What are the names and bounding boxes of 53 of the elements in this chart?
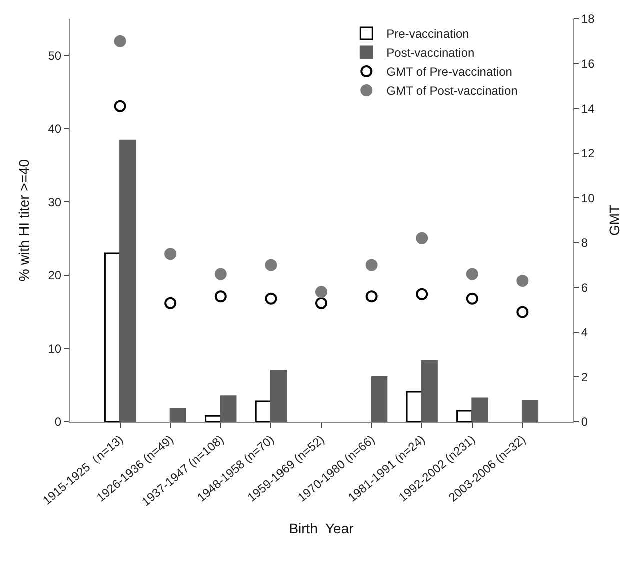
bar bbox=[270, 370, 288, 422]
point bbox=[416, 232, 428, 244]
point bbox=[366, 290, 378, 303]
bar bbox=[104, 252, 122, 422]
point bbox=[466, 292, 478, 305]
y2-tick-label: 0 bbox=[581, 415, 588, 430]
point bbox=[114, 100, 126, 112]
point bbox=[416, 288, 428, 300]
y-tick-label: 0 bbox=[54, 415, 62, 430]
y2-tick-label: 18 bbox=[581, 12, 596, 26]
point bbox=[164, 297, 177, 310]
bar bbox=[255, 400, 272, 422]
point bbox=[466, 268, 478, 280]
bar bbox=[120, 140, 136, 422]
legend-label: Post-vaccination bbox=[386, 46, 475, 60]
point bbox=[265, 292, 278, 305]
legend-label: GMT of Pre-vaccination bbox=[386, 65, 512, 80]
y-tick-label: 10 bbox=[48, 342, 62, 356]
bar bbox=[220, 396, 237, 422]
y-tick-label: 40 bbox=[48, 122, 62, 136]
point bbox=[516, 306, 529, 318]
point bbox=[214, 268, 227, 280]
y-tick-label: 50 bbox=[48, 48, 62, 63]
point bbox=[114, 35, 126, 48]
bar bbox=[170, 408, 186, 422]
y2-tick-label: 4 bbox=[581, 326, 588, 340]
bar bbox=[522, 400, 539, 422]
point bbox=[316, 297, 328, 310]
y2-tick-label: 14 bbox=[581, 102, 596, 116]
point bbox=[316, 286, 328, 298]
point bbox=[265, 259, 278, 272]
x-axis-title: Birth Year bbox=[289, 520, 354, 536]
point bbox=[164, 248, 177, 260]
y-tick-label: 30 bbox=[48, 195, 62, 210]
y2-axis-title: GMT bbox=[606, 204, 622, 236]
y2-tick-label: 10 bbox=[581, 191, 596, 206]
legend-label: Pre-vaccination bbox=[386, 27, 470, 42]
bar bbox=[205, 415, 222, 422]
bar bbox=[371, 376, 388, 422]
legend-label: GMT of Post-vaccination bbox=[386, 84, 518, 98]
y-axis-title: % with HI titer >=40 bbox=[16, 159, 32, 282]
y2-tick-label: 16 bbox=[581, 56, 596, 71]
bar bbox=[472, 398, 488, 422]
y2-tick-label: 6 bbox=[581, 280, 588, 295]
point bbox=[366, 259, 378, 272]
y2-tick-label: 8 bbox=[581, 236, 588, 250]
y-tick-label: 20 bbox=[48, 268, 62, 283]
point bbox=[516, 274, 529, 287]
bar bbox=[406, 391, 423, 422]
y2-tick-label: 2 bbox=[581, 370, 588, 384]
point bbox=[214, 290, 227, 303]
bar bbox=[421, 360, 438, 422]
y2-tick-label: 12 bbox=[581, 146, 596, 161]
